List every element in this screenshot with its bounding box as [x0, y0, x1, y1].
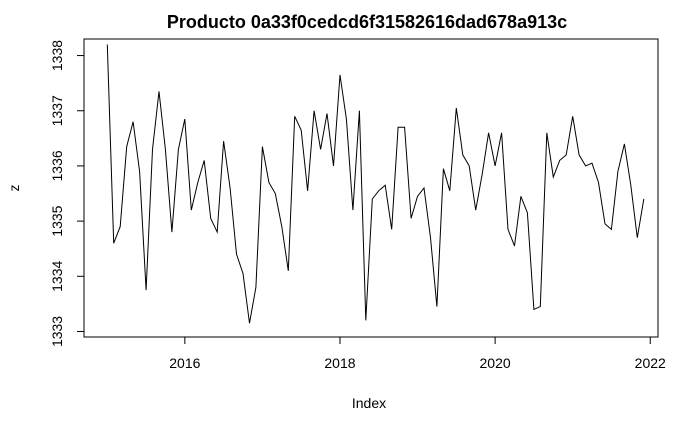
- y-tick-label: 1336: [49, 150, 65, 181]
- series-line: [106, 44, 645, 324]
- x-tick-label: 2016: [169, 355, 200, 371]
- y-tick-label: 1337: [49, 95, 65, 126]
- chart-title: Producto 0a33f0cedcd6f31582616dad678a913…: [167, 12, 567, 32]
- y-tick-label: 1338: [49, 40, 65, 71]
- x-tick-label: 2020: [480, 355, 511, 371]
- y-axis-label: z: [6, 185, 22, 192]
- y-tick-label: 1335: [49, 205, 65, 236]
- x-axis: 2016 2018 2020 2022: [169, 336, 666, 371]
- y-tick-label: 1334: [49, 261, 65, 292]
- y-tick-label: 1333: [49, 316, 65, 347]
- plot-area-border: [83, 38, 659, 338]
- x-axis-label: Index: [352, 395, 386, 411]
- x-tick-label: 2018: [324, 355, 355, 371]
- y-axis: 1333 1334 1335 1336 1337 1338: [49, 40, 85, 347]
- x-tick-label: 2022: [635, 355, 666, 371]
